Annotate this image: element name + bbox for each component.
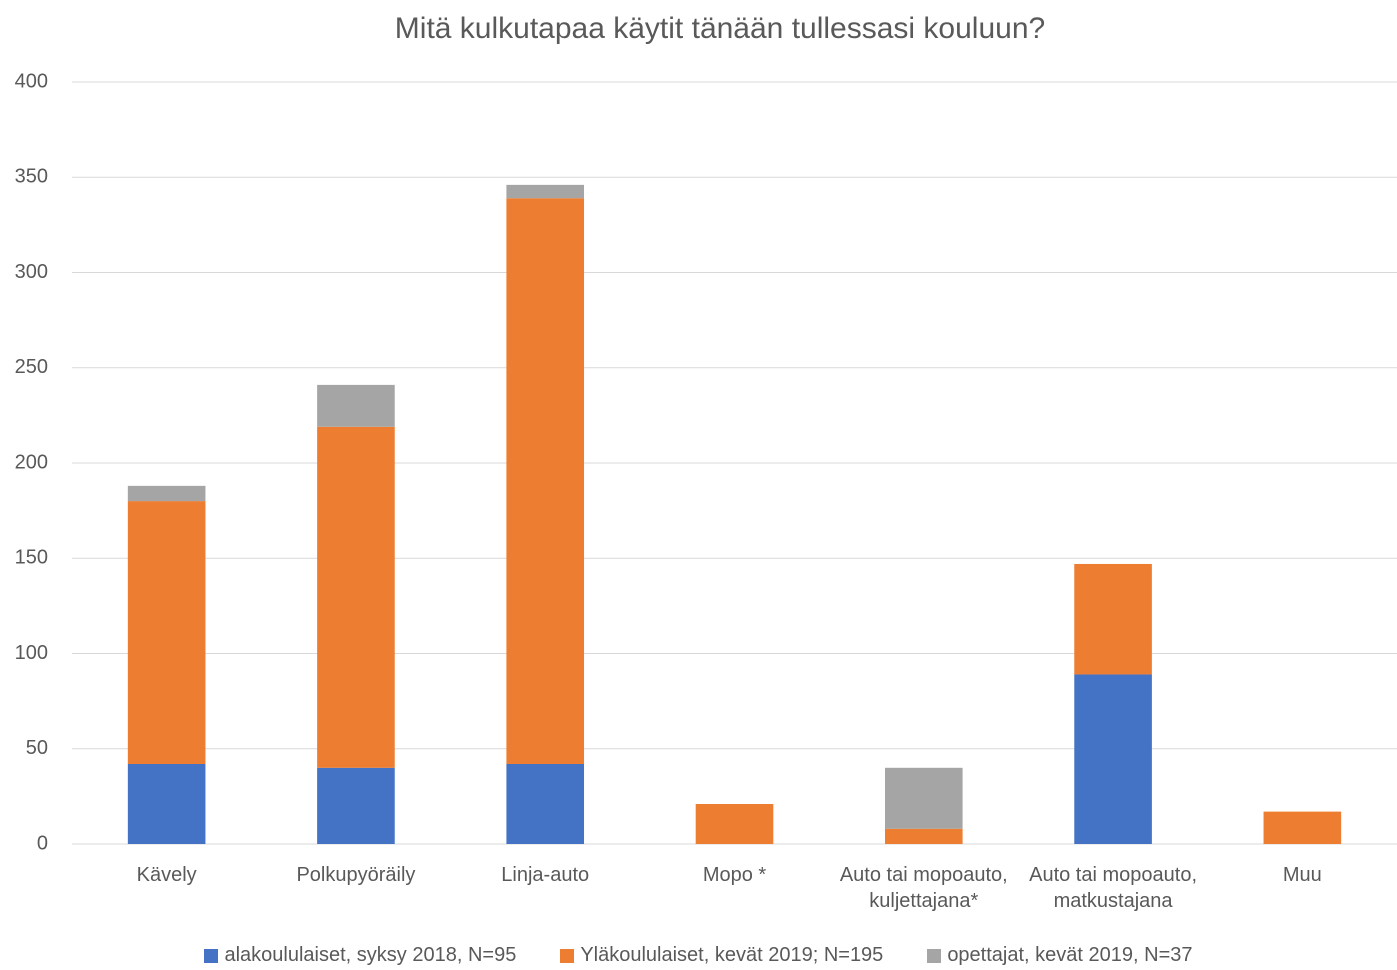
x-tick-label: Polkupyöräily: [296, 864, 416, 886]
bar-segment: [884, 767, 963, 829]
bar-segment: [317, 767, 395, 844]
bar-segment: [506, 763, 585, 844]
x-tick-label: Mopo *: [702, 864, 767, 886]
y-tick-label: 50: [26, 737, 48, 759]
y-tick-label: 200: [15, 451, 48, 473]
bar-segment: [1074, 674, 1152, 844]
legend-item: alakoululaiset, syksy 2018, N=95: [204, 944, 516, 967]
legend: alakoululaiset, syksy 2018, N=95 Yläkoulu…: [0, 944, 1397, 967]
y-tick-label: 250: [15, 356, 48, 378]
y-tick-label: 350: [15, 166, 48, 188]
bar-segment: [884, 828, 963, 844]
y-tick-label: 400: [15, 70, 48, 92]
bar-segment: [1263, 811, 1342, 844]
legend-swatch: [927, 948, 942, 963]
legend-label: opettajat, kevät 2019, N=37: [947, 944, 1193, 966]
legend-item: Yläkoululaiset, kevät 2019; N=195: [560, 944, 883, 967]
x-tick-label: Auto tai mopoauto, kuljettajana*: [839, 864, 1008, 912]
y-tick-label: 150: [15, 547, 48, 569]
bar-segment: [695, 803, 774, 844]
y-tick-label: 0: [37, 832, 48, 854]
bar-segment: [1074, 563, 1152, 675]
y-tick-label: 100: [15, 642, 48, 664]
bar-segment: [317, 426, 395, 768]
x-tick-label: Auto tai mopoauto, matkustajana: [1029, 864, 1197, 912]
legend-label: alakoululaiset, syksy 2018, N=95: [224, 944, 517, 966]
x-tick-label: Muu: [1282, 864, 1322, 886]
bar-segment: [127, 485, 206, 502]
legend-item: opettajat, kevät 2019, N=37: [927, 944, 1193, 967]
x-tick-label: Kävely: [136, 864, 197, 886]
legend-label: Yläkoululaiset, kevät 2019; N=195: [580, 944, 884, 966]
bar-segment: [127, 763, 206, 844]
y-tick-label: 300: [15, 261, 48, 283]
chart-title: Mitä kulkutapaa käytit tänään tullessasi…: [395, 12, 1045, 45]
bar-segment: [127, 501, 206, 764]
bar-segment: [506, 198, 585, 764]
legend-swatch: [560, 948, 575, 963]
bar-segment: [317, 384, 395, 427]
bar-segment: [506, 184, 585, 199]
legend-swatch: [204, 948, 219, 963]
x-tick-label: Linja-auto: [501, 864, 590, 886]
